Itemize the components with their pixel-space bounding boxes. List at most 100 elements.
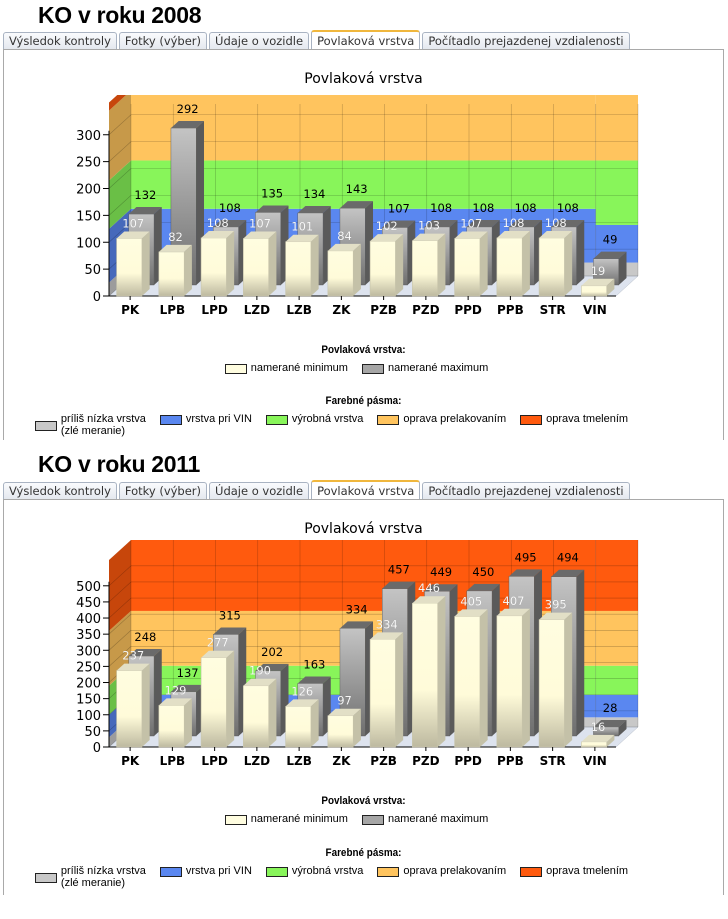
x-tick-label: LZD	[244, 754, 270, 768]
bar-min-top	[412, 596, 446, 604]
bar-chart-3d: 0501001502002503003504004505002481373152…	[76, 540, 639, 768]
bar-min-top	[243, 678, 277, 686]
bar-max-top	[255, 205, 289, 213]
bar-min-top	[496, 608, 530, 616]
bar-min-side	[522, 608, 530, 747]
legend-item-band-putty: oprava tmelením	[520, 413, 628, 425]
bar-min-label: 107	[249, 216, 271, 230]
bar-min	[412, 602, 439, 748]
tab-vysledok-kontroly[interactable]: Výsledok kontroly	[3, 482, 117, 500]
legend-swatch-band-repaint	[377, 415, 400, 425]
tab-fotky[interactable]: Fotky (výber)	[118, 32, 208, 50]
bar-min-label: 407	[503, 594, 525, 608]
bar-max-label: 28	[603, 701, 618, 715]
legend-series: namerané minimum namerané maximum	[4, 813, 723, 825]
legend-swatch-band-vin	[159, 415, 182, 425]
legend-bands-title: Farebné pásma:	[325, 395, 402, 407]
band-back-wall	[131, 160, 596, 209]
y-tick-label: 100	[76, 236, 101, 251]
x-tick-label: PPD	[454, 303, 482, 317]
bar-min-label: 237	[122, 649, 144, 663]
tab-fotky[interactable]: Fotky (výber)	[118, 482, 208, 500]
bar-min-side	[310, 234, 319, 296]
x-tick-label: VIN	[583, 754, 607, 768]
legend-item-band-repaint: oprava prelakovaním	[377, 865, 506, 877]
bar-max-top	[424, 219, 458, 227]
bar-min-top	[454, 609, 488, 617]
bar-min-label: 107	[460, 216, 482, 230]
legend-label: vrstva pri VIN	[185, 865, 252, 877]
tab-povlakova-vrstva[interactable]: Povlaková vrstva	[311, 30, 421, 50]
bar-min-top	[370, 632, 404, 640]
legend-label: príliš nízka vrstva (zlé meranie)	[61, 865, 146, 889]
bar-min-label: 108	[545, 216, 567, 230]
chart-title: Povlaková vrstva	[304, 71, 423, 87]
tab-udaje-o-vozidle[interactable]: Údaje o vozidle	[209, 482, 310, 500]
bar-min-label: 395	[545, 598, 567, 612]
bar-min-label: 129	[165, 683, 187, 697]
bar-max-label: 450	[472, 565, 494, 579]
band-back-wall-vin	[595, 610, 638, 666]
bar-min-side	[395, 234, 404, 296]
legend-item-band-repaint: oprava prelakovaním	[377, 413, 506, 425]
tab-vysledok-kontroly[interactable]: Výsledok kontroly	[3, 32, 117, 50]
legend-label-line1: príliš nízka vrstva	[60, 413, 146, 425]
bar-max-top	[551, 569, 585, 577]
tab-povlakova-vrstva[interactable]: Povlaková vrstva	[311, 480, 421, 500]
bar-min-top	[412, 233, 446, 241]
bar-min-top	[327, 243, 361, 251]
bar-min	[581, 285, 608, 297]
tab-udaje-o-vozidle[interactable]: Údaje o vozidle	[209, 32, 310, 50]
bar-max-label: 134	[303, 187, 325, 201]
legend-label: vrstva pri VIN	[185, 413, 252, 425]
band-back-wall-vin	[595, 160, 638, 225]
tab-pocitadlo[interactable]: Počítadlo prejazdenej vzdialenosti	[422, 32, 630, 50]
x-tick-label: STR	[540, 754, 566, 768]
bar-min-top	[370, 234, 404, 242]
bar-max-label: 107	[388, 201, 410, 215]
tab-pocitadlo[interactable]: Počítadlo prejazdenej vzdialenosti	[422, 482, 630, 500]
bar-min-side	[353, 708, 361, 747]
legend-swatch-minimum	[224, 364, 247, 374]
x-tick-label: LZB	[286, 303, 312, 317]
x-tick-label: PZD	[412, 303, 439, 317]
bar-max-top	[170, 684, 205, 692]
legend-label: oprava prelakovaním	[403, 865, 507, 877]
bar-max-top	[593, 251, 627, 259]
bar-min	[327, 715, 354, 748]
bar-min-label: 101	[291, 220, 313, 234]
bar-max-top	[128, 207, 162, 215]
bar-max-label: 132	[134, 188, 156, 202]
y-tick-label: 300	[76, 644, 101, 659]
bar-min-label: 103	[418, 219, 440, 233]
legend-series-title: Povlaková vrstva:	[321, 344, 406, 356]
tab-panel: Povlaková vrstva 0 50 100 150 200 250 300 350 40…	[3, 499, 724, 895]
chart-title: Povlaková vrstva	[304, 521, 423, 537]
x-tick-label: PPD	[454, 754, 482, 768]
gridline-side	[108, 168, 132, 189]
bar-min-side	[479, 609, 488, 747]
bar-min	[496, 237, 523, 297]
bar-min	[454, 238, 481, 297]
legend-swatch-maximum	[361, 815, 384, 825]
legend-swatch-band-putty	[520, 867, 543, 877]
bar-max-side	[576, 569, 585, 736]
band-back-wall-vin	[595, 95, 638, 161]
legend-label-line2: (zlé meranie)	[60, 425, 126, 437]
y-tick-label: 400	[76, 612, 101, 627]
bar-min-top	[158, 244, 192, 252]
gridline-side	[108, 195, 132, 216]
y-tick-label: 0	[93, 290, 101, 305]
bar-max-label: 292	[177, 102, 199, 116]
bar-max-side	[618, 719, 627, 736]
section-2011: KO v roku 2011 Výsledok kontroly Fotky (…	[0, 449, 728, 919]
y-tick-label: 150	[76, 209, 101, 224]
y-tick-label: 300	[76, 129, 101, 144]
gridline-side	[108, 565, 132, 587]
legend-item-band-vin: vrstva pri VIN	[159, 413, 252, 425]
legend-label: príliš nízka vrstva (zlé meranie)	[61, 413, 146, 437]
x-tick-label: PK	[121, 303, 140, 317]
x-tick-label: LPD	[201, 754, 227, 768]
x-tick-label: LPB	[160, 303, 186, 317]
bar-min-label: 126	[291, 684, 313, 698]
